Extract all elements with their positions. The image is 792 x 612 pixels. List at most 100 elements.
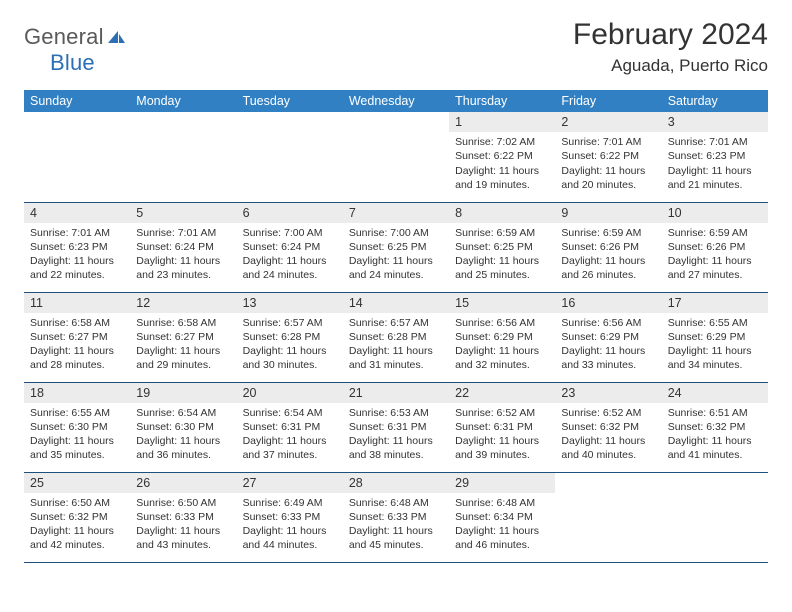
day-details: Sunrise: 7:01 AMSunset: 6:22 PMDaylight:… bbox=[555, 132, 661, 198]
sunset-text: Sunset: 6:28 PM bbox=[243, 330, 337, 344]
logo-word2: Blue bbox=[24, 50, 95, 75]
calendar-week-row: 4Sunrise: 7:01 AMSunset: 6:23 PMDaylight… bbox=[24, 202, 768, 292]
sunrise-text: Sunrise: 6:54 AM bbox=[136, 406, 230, 420]
sunrise-text: Sunrise: 6:55 AM bbox=[30, 406, 124, 420]
calendar-day-cell: 5Sunrise: 7:01 AMSunset: 6:24 PMDaylight… bbox=[130, 202, 236, 292]
sunset-text: Sunset: 6:32 PM bbox=[668, 420, 762, 434]
sunset-text: Sunset: 6:31 PM bbox=[349, 420, 443, 434]
day-number: 7 bbox=[343, 203, 449, 223]
day-details: Sunrise: 7:01 AMSunset: 6:23 PMDaylight:… bbox=[662, 132, 768, 198]
weekday-header: Sunday bbox=[24, 90, 130, 112]
sunrise-text: Sunrise: 6:54 AM bbox=[243, 406, 337, 420]
sunset-text: Sunset: 6:29 PM bbox=[668, 330, 762, 344]
sunrise-text: Sunrise: 6:56 AM bbox=[561, 316, 655, 330]
daylight-text: Daylight: 11 hours and 42 minutes. bbox=[30, 524, 124, 552]
sunrise-text: Sunrise: 7:01 AM bbox=[561, 135, 655, 149]
sunrise-text: Sunrise: 6:52 AM bbox=[455, 406, 549, 420]
daylight-text: Daylight: 11 hours and 22 minutes. bbox=[30, 254, 124, 282]
day-number: 16 bbox=[555, 293, 661, 313]
sunset-text: Sunset: 6:28 PM bbox=[349, 330, 443, 344]
day-number: 27 bbox=[237, 473, 343, 493]
daylight-text: Daylight: 11 hours and 44 minutes. bbox=[243, 524, 337, 552]
day-number: 10 bbox=[662, 203, 768, 223]
sunset-text: Sunset: 6:26 PM bbox=[668, 240, 762, 254]
day-details: Sunrise: 6:52 AMSunset: 6:32 PMDaylight:… bbox=[555, 403, 661, 469]
day-number: 13 bbox=[237, 293, 343, 313]
day-details: Sunrise: 6:55 AMSunset: 6:30 PMDaylight:… bbox=[24, 403, 130, 469]
day-details: Sunrise: 6:59 AMSunset: 6:25 PMDaylight:… bbox=[449, 223, 555, 289]
day-number: 15 bbox=[449, 293, 555, 313]
day-details: Sunrise: 6:48 AMSunset: 6:33 PMDaylight:… bbox=[343, 493, 449, 559]
calendar-day-cell: 14Sunrise: 6:57 AMSunset: 6:28 PMDayligh… bbox=[343, 292, 449, 382]
sunrise-text: Sunrise: 7:01 AM bbox=[30, 226, 124, 240]
daylight-text: Daylight: 11 hours and 39 minutes. bbox=[455, 434, 549, 462]
daylight-text: Daylight: 11 hours and 20 minutes. bbox=[561, 164, 655, 192]
day-details: Sunrise: 6:57 AMSunset: 6:28 PMDaylight:… bbox=[343, 313, 449, 379]
day-details: Sunrise: 6:54 AMSunset: 6:31 PMDaylight:… bbox=[237, 403, 343, 469]
sunset-text: Sunset: 6:22 PM bbox=[561, 149, 655, 163]
day-details: Sunrise: 6:56 AMSunset: 6:29 PMDaylight:… bbox=[555, 313, 661, 379]
day-number: 21 bbox=[343, 383, 449, 403]
daylight-text: Daylight: 11 hours and 27 minutes. bbox=[668, 254, 762, 282]
calendar-day-cell bbox=[343, 112, 449, 202]
sunrise-text: Sunrise: 6:48 AM bbox=[455, 496, 549, 510]
calendar-day-cell: 4 Sunrise: 7:01 AMSunset: 6:23 PMDaylight… bbox=[24, 202, 130, 292]
calendar-day-cell: 8Sunrise: 6:59 AMSunset: 6:25 PMDaylight… bbox=[449, 202, 555, 292]
sunrise-text: Sunrise: 6:50 AM bbox=[136, 496, 230, 510]
sunset-text: Sunset: 6:29 PM bbox=[455, 330, 549, 344]
day-details: Sunrise: 6:50 AMSunset: 6:32 PMDaylight:… bbox=[24, 493, 130, 559]
calendar-week-row: 25Sunrise: 6:50 AMSunset: 6:32 PMDayligh… bbox=[24, 472, 768, 562]
day-details: Sunrise: 6:51 AMSunset: 6:32 PMDaylight:… bbox=[662, 403, 768, 469]
day-number: 8 bbox=[449, 203, 555, 223]
daylight-text: Daylight: 11 hours and 33 minutes. bbox=[561, 344, 655, 372]
calendar-day-cell: 11Sunrise: 6:58 AMSunset: 6:27 PMDayligh… bbox=[24, 292, 130, 382]
calendar-day-cell: 28Sunrise: 6:48 AMSunset: 6:33 PMDayligh… bbox=[343, 472, 449, 562]
daylight-text: Daylight: 11 hours and 43 minutes. bbox=[136, 524, 230, 552]
sunrise-text: Sunrise: 6:58 AM bbox=[30, 316, 124, 330]
calendar-table: Sunday Monday Tuesday Wednesday Thursday… bbox=[24, 90, 768, 563]
calendar-day-cell bbox=[237, 112, 343, 202]
calendar-week-row: 1Sunrise: 7:02 AMSunset: 6:22 PMDaylight… bbox=[24, 112, 768, 202]
calendar-day-cell: 29Sunrise: 6:48 AMSunset: 6:34 PMDayligh… bbox=[449, 472, 555, 562]
calendar-day-cell: 25Sunrise: 6:50 AMSunset: 6:32 PMDayligh… bbox=[24, 472, 130, 562]
sunset-text: Sunset: 6:24 PM bbox=[136, 240, 230, 254]
daylight-text: Daylight: 11 hours and 29 minutes. bbox=[136, 344, 230, 372]
calendar-day-cell: 9Sunrise: 6:59 AMSunset: 6:26 PMDaylight… bbox=[555, 202, 661, 292]
sunset-text: Sunset: 6:32 PM bbox=[561, 420, 655, 434]
sunset-text: Sunset: 6:25 PM bbox=[455, 240, 549, 254]
weekday-header: Wednesday bbox=[343, 90, 449, 112]
sunrise-text: Sunrise: 6:48 AM bbox=[349, 496, 443, 510]
calendar-day-cell: 20Sunrise: 6:54 AMSunset: 6:31 PMDayligh… bbox=[237, 382, 343, 472]
day-number: 4 bbox=[24, 203, 130, 223]
calendar-day-cell: 10Sunrise: 6:59 AMSunset: 6:26 PMDayligh… bbox=[662, 202, 768, 292]
day-number: 26 bbox=[130, 473, 236, 493]
sunset-text: Sunset: 6:23 PM bbox=[30, 240, 124, 254]
day-number: 20 bbox=[237, 383, 343, 403]
sunset-text: Sunset: 6:29 PM bbox=[561, 330, 655, 344]
calendar-day-cell: 2Sunrise: 7:01 AMSunset: 6:22 PMDaylight… bbox=[555, 112, 661, 202]
day-details: Sunrise: 6:57 AMSunset: 6:28 PMDaylight:… bbox=[237, 313, 343, 379]
daylight-text: Daylight: 11 hours and 35 minutes. bbox=[30, 434, 124, 462]
calendar-day-cell: 19Sunrise: 6:54 AMSunset: 6:30 PMDayligh… bbox=[130, 382, 236, 472]
calendar-day-cell: 26Sunrise: 6:50 AMSunset: 6:33 PMDayligh… bbox=[130, 472, 236, 562]
calendar-day-cell bbox=[130, 112, 236, 202]
day-details: Sunrise: 6:59 AMSunset: 6:26 PMDaylight:… bbox=[555, 223, 661, 289]
calendar-day-cell: 1Sunrise: 7:02 AMSunset: 6:22 PMDaylight… bbox=[449, 112, 555, 202]
calendar-day-cell: 3Sunrise: 7:01 AMSunset: 6:23 PMDaylight… bbox=[662, 112, 768, 202]
calendar-day-cell: 15Sunrise: 6:56 AMSunset: 6:29 PMDayligh… bbox=[449, 292, 555, 382]
day-number: 12 bbox=[130, 293, 236, 313]
sunset-text: Sunset: 6:31 PM bbox=[243, 420, 337, 434]
day-number: 2 bbox=[555, 112, 661, 132]
day-details: Sunrise: 6:56 AMSunset: 6:29 PMDaylight:… bbox=[449, 313, 555, 379]
day-number: 25 bbox=[24, 473, 130, 493]
sunset-text: Sunset: 6:22 PM bbox=[455, 149, 549, 163]
day-details: Sunrise: 6:58 AMSunset: 6:27 PMDaylight:… bbox=[24, 313, 130, 379]
sunrise-text: Sunrise: 7:00 AM bbox=[349, 226, 443, 240]
daylight-text: Daylight: 11 hours and 45 minutes. bbox=[349, 524, 443, 552]
weekday-header-row: Sunday Monday Tuesday Wednesday Thursday… bbox=[24, 90, 768, 112]
calendar-week-row: 11Sunrise: 6:58 AMSunset: 6:27 PMDayligh… bbox=[24, 292, 768, 382]
sunrise-text: Sunrise: 7:00 AM bbox=[243, 226, 337, 240]
sunset-text: Sunset: 6:30 PM bbox=[30, 420, 124, 434]
weekday-header: Friday bbox=[555, 90, 661, 112]
location: Aguada, Puerto Rico bbox=[573, 56, 768, 76]
